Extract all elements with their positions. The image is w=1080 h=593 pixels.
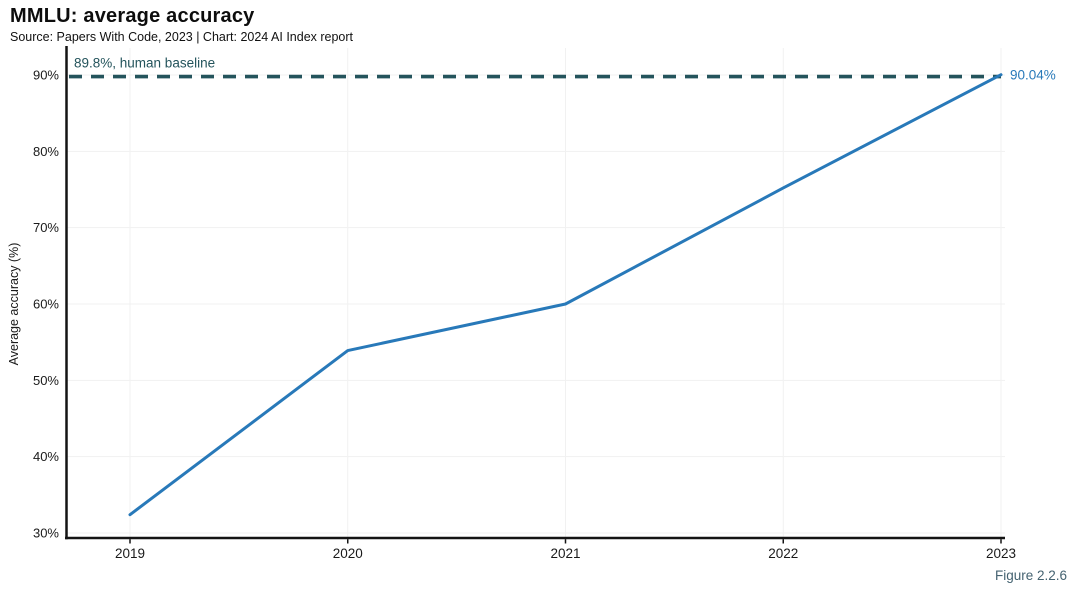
chart-source: Source: Papers With Code, 2023 | Chart: …	[10, 30, 354, 44]
figure-label: Figure 2.2.6	[994, 568, 1067, 583]
y-axis-title: Average accuracy (%)	[7, 243, 21, 366]
x-tick-label: 2021	[550, 546, 580, 561]
y-tick-label: 70%	[33, 220, 59, 235]
human-baseline-label: 89.8%, human baseline	[74, 56, 215, 71]
y-tick-label: 50%	[33, 373, 59, 388]
y-tick-label: 60%	[33, 297, 59, 312]
x-tick-label: 2023	[986, 546, 1016, 561]
x-tick-label: 2019	[115, 546, 145, 561]
chart-title: MMLU: average accuracy	[10, 5, 255, 27]
y-tick-label: 80%	[33, 144, 59, 159]
x-tick-label: 2022	[768, 546, 798, 561]
x-tick-label: 2020	[333, 546, 363, 561]
y-tick-label: 40%	[33, 449, 59, 464]
y-tick-label: 30%	[33, 526, 59, 541]
accuracy-line	[128, 73, 1003, 517]
y-tick-label: 90%	[33, 68, 59, 83]
end-value-label: 90.04%	[1010, 68, 1056, 83]
